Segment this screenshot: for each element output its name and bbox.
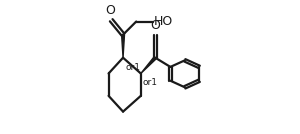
Text: or1: or1 [143, 78, 158, 87]
Text: O: O [150, 19, 160, 32]
Text: or1: or1 [125, 63, 140, 72]
Polygon shape [141, 57, 156, 73]
Polygon shape [122, 35, 124, 58]
Text: O: O [106, 4, 116, 17]
Text: HO: HO [153, 15, 172, 28]
